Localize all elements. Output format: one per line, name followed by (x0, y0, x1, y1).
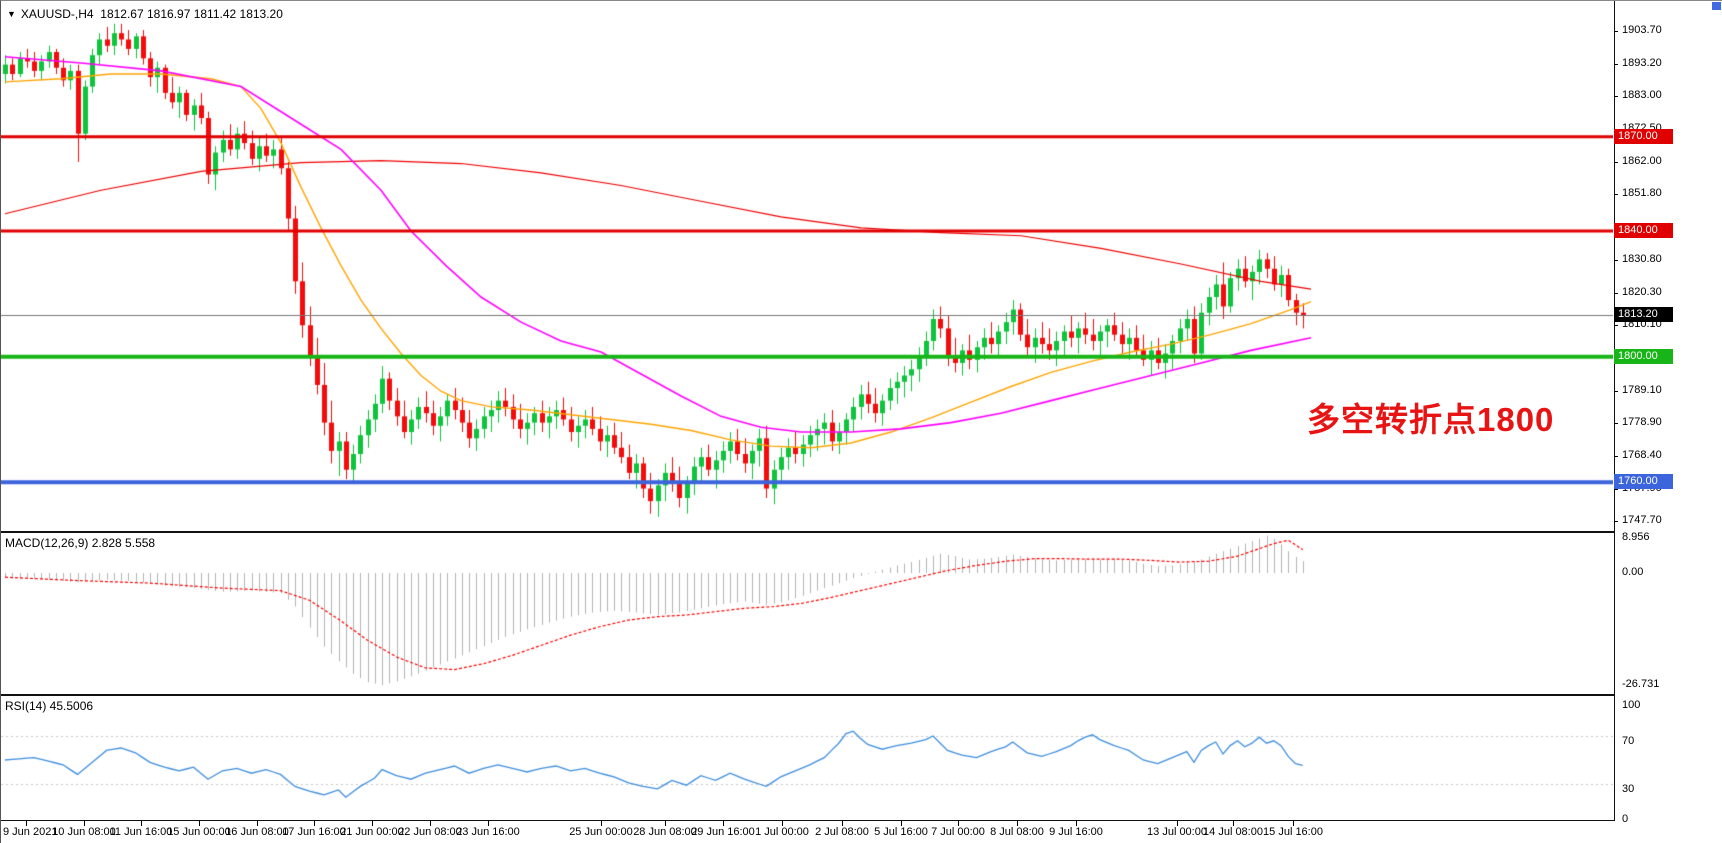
time-tick-mark (901, 821, 902, 826)
level-price-tag: 1840.00 (1614, 223, 1673, 238)
price-tick-mark (1614, 31, 1618, 32)
rsi-scale-label: 30 (1622, 783, 1635, 795)
price-tick-mark (1614, 423, 1618, 424)
time-tick-label: 2 Jul 08:00 (815, 826, 869, 838)
time-tick-label: 13 Jul 00:00 (1147, 826, 1207, 838)
price-tick-mark (1614, 194, 1618, 195)
time-tick-mark (1293, 821, 1294, 826)
price-tick-mark (1614, 521, 1618, 522)
time-tick-label: 9 Jul 16:00 (1049, 826, 1103, 838)
chart-annotation-text: 多空转折点1800 (1307, 401, 1555, 438)
time-tick-mark (1076, 821, 1077, 826)
price-tick-label: 1830.80 (1622, 253, 1662, 265)
current-price-tag: 1813.20 (1614, 307, 1673, 322)
price-tick-mark (1614, 489, 1618, 490)
macd-pane: MACD(12,26,9) 2.828 5.558 (1, 533, 1615, 696)
price-tick-label: 1893.20 (1622, 57, 1662, 69)
time-tick-label: 21 Jun 00:00 (340, 826, 404, 838)
macd-scale-label: 0.00 (1622, 566, 1644, 578)
time-tick-mark (665, 821, 666, 826)
price-tick-mark (1614, 391, 1618, 392)
time-tick-label: 1 Jul 00:00 (755, 826, 809, 838)
time-tick-label: 7 Jul 00:00 (931, 826, 985, 838)
time-tick-mark (257, 821, 258, 826)
time-tick-label: 11 Jun 16:00 (109, 826, 173, 838)
price-tick-label: 1778.90 (1622, 416, 1662, 428)
price-tick-label: 1768.40 (1622, 449, 1662, 461)
price-tick-mark (1614, 325, 1618, 326)
time-tick-mark (601, 821, 602, 826)
level-price-tag: 1760.00 (1614, 474, 1673, 489)
time-tick-mark (26, 821, 27, 826)
time-tick-label: 29 Jun 16:00 (691, 826, 755, 838)
time-tick-label: 8 Jul 08:00 (990, 826, 1044, 838)
price-tick-label: 1883.00 (1622, 89, 1662, 101)
level-price-tag: 1800.00 (1614, 349, 1673, 364)
price-tick-mark (1614, 162, 1618, 163)
rsi-pane: RSI(14) 45.5006 (1, 696, 1615, 821)
time-tick-mark (372, 821, 373, 826)
time-tick-mark (842, 821, 843, 826)
time-tick-mark (84, 821, 85, 826)
chart-title-symbol: XAUUSD-,H4 (20, 7, 94, 21)
price-tick-mark (1614, 260, 1618, 261)
price-tick-label: 1747.70 (1622, 514, 1662, 526)
time-tick-label: 5 Jul 16:00 (874, 826, 928, 838)
rsi-scale-label: 0 (1622, 813, 1629, 825)
rsi-scale-label: 70 (1622, 735, 1635, 747)
time-tick-label: 15 Jul 16:00 (1263, 826, 1323, 838)
time-axis: 9 Jun 2021 10 Jun 08:00 11 Jun 16:00 15 Jun… (1, 821, 1722, 843)
candlestick-chart-canvas[interactable] (1, 1, 1613, 531)
time-tick-label: 10 Jun 08:00 (52, 826, 116, 838)
time-tick-label: 28 Jun 08:00 (633, 826, 697, 838)
level-price-tag: 1870.00 (1614, 129, 1673, 144)
price-tick-mark (1614, 456, 1618, 457)
time-tick-mark (199, 821, 200, 826)
time-tick-label: 17 Jun 16:00 (282, 826, 346, 838)
price-tick-mark (1614, 96, 1618, 97)
time-tick-mark (782, 821, 783, 826)
price-tick-mark (1614, 64, 1618, 65)
time-tick-label: 15 Jun 00:00 (167, 826, 231, 838)
time-tick-mark (1177, 821, 1178, 826)
time-tick-mark (314, 821, 315, 826)
symbol-dropdown-icon: ▼ (7, 9, 16, 19)
rsi-scale-label: 100 (1622, 699, 1641, 711)
price-tick-label: 1862.00 (1622, 155, 1662, 167)
macd-indicator-canvas[interactable] (1, 533, 1613, 694)
time-tick-label: 14 Jul 08:00 (1203, 826, 1263, 838)
macd-label: MACD(12,26,9) 2.828 5.558 (5, 536, 156, 550)
time-tick-label: 25 Jun 00:00 (569, 826, 633, 838)
time-tick-mark (488, 821, 489, 826)
time-tick-mark (1017, 821, 1018, 826)
chart-title: ▼ XAUUSD-,H4 1812.67 1816.97 1811.42 1813… (7, 7, 283, 21)
price-pane: ▼ XAUUSD-,H4 1812.67 1816.97 1811.42 1813… (1, 1, 1615, 533)
price-tick-label: 1789.10 (1622, 384, 1662, 396)
time-tick-mark (723, 821, 724, 826)
rsi-indicator-canvas[interactable] (1, 696, 1613, 820)
time-tick-mark (141, 821, 142, 826)
macd-scale-label: 8.956 (1622, 531, 1650, 543)
macd-scale-label: -26.731 (1622, 678, 1660, 690)
price-tick-mark (1614, 293, 1618, 294)
chart-corner-marker (1712, 2, 1721, 10)
rsi-label: RSI(14) 45.5006 (5, 699, 94, 713)
time-tick-mark (430, 821, 431, 826)
time-tick-mark (1233, 821, 1234, 826)
time-tick-label: 23 Jun 16:00 (456, 826, 520, 838)
chart-title-ohlc: 1812.67 1816.97 1811.42 1813.20 (100, 7, 283, 21)
time-tick-mark (958, 821, 959, 826)
price-tick-label: 1820.30 (1622, 286, 1662, 298)
price-tick-label: 1851.80 (1622, 187, 1662, 199)
time-tick-label: 16 Jun 08:00 (225, 826, 289, 838)
time-tick-label: 9 Jun 2021 (3, 826, 58, 838)
time-tick-label: 22 Jun 08:00 (398, 826, 462, 838)
price-tick-label: 1903.70 (1622, 24, 1662, 36)
